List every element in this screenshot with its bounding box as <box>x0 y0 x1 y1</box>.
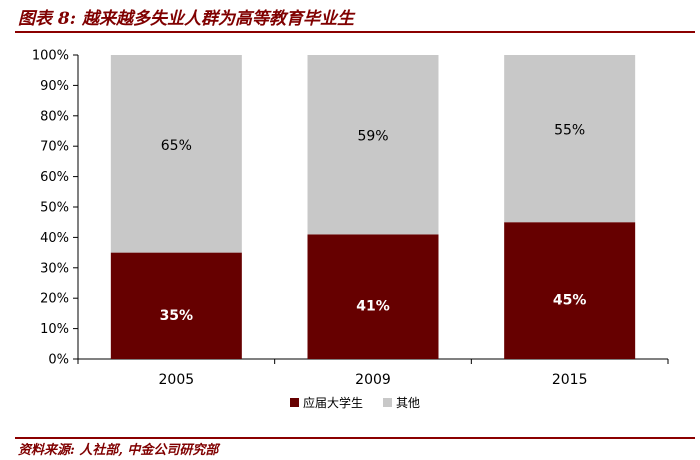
bar-segment-primary <box>307 234 439 359</box>
bar-segment-primary <box>504 222 636 359</box>
bar-segment-primary <box>110 252 242 359</box>
y-tick-label: 50% <box>40 201 69 216</box>
y-tick-label: 40% <box>40 231 69 246</box>
x-tick-label: 2009 <box>355 372 391 388</box>
data-label: 65% <box>161 138 192 154</box>
y-tick-label: 100% <box>32 49 69 64</box>
x-tick-label: 2005 <box>159 372 195 388</box>
legend-label: 其他 <box>396 396 420 410</box>
data-label: 45% <box>553 293 587 309</box>
data-label: 41% <box>356 299 390 315</box>
y-tick-label: 20% <box>40 292 69 307</box>
legend-swatch <box>383 398 392 407</box>
bar-segment-secondary <box>504 55 636 223</box>
y-tick-label: 80% <box>40 109 69 124</box>
title-rule <box>15 31 695 33</box>
bar-segment-secondary <box>110 55 242 253</box>
chart-title: 图表 8: 越来越多失业人群为高等教育毕业生 <box>18 9 354 29</box>
source-rule <box>15 437 695 439</box>
data-label: 55% <box>554 123 585 139</box>
x-tick-label: 2015 <box>552 372 588 388</box>
y-tick-label: 30% <box>40 261 69 276</box>
y-tick-label: 70% <box>40 140 69 155</box>
data-label: 35% <box>160 308 194 324</box>
y-tick-label: 0% <box>48 353 69 368</box>
bar-segment-secondary <box>307 55 439 235</box>
y-tick-label: 10% <box>40 322 69 337</box>
legend-label: 应届大学生 <box>303 395 363 410</box>
chart-source: 资料来源: 人社部, 中金公司研究部 <box>18 443 219 458</box>
data-label: 59% <box>357 129 388 145</box>
stacked-bar-chart: 0% 10% 20% 30% 40% 50% 60% 70% 80% 90% 100% 35% 65% 2… <box>32 49 669 410</box>
legend-swatch <box>290 398 299 407</box>
y-tick-label: 60% <box>40 170 69 185</box>
y-tick-label: 90% <box>40 79 69 94</box>
